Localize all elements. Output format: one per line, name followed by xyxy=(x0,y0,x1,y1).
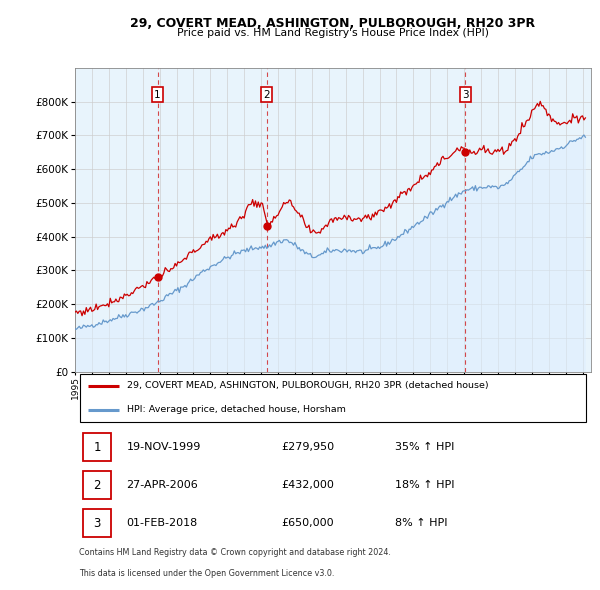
FancyBboxPatch shape xyxy=(83,509,111,537)
Text: 2: 2 xyxy=(263,90,270,100)
Text: This data is licensed under the Open Government Licence v3.0.: This data is licensed under the Open Gov… xyxy=(79,569,335,578)
Text: 01-FEB-2018: 01-FEB-2018 xyxy=(127,518,198,528)
FancyBboxPatch shape xyxy=(83,433,111,461)
Text: 8% ↑ HPI: 8% ↑ HPI xyxy=(395,518,448,528)
Text: 29, COVERT MEAD, ASHINGTON, PULBOROUGH, RH20 3PR: 29, COVERT MEAD, ASHINGTON, PULBOROUGH, … xyxy=(130,17,536,30)
Text: 27-APR-2006: 27-APR-2006 xyxy=(127,480,199,490)
FancyBboxPatch shape xyxy=(80,373,586,422)
Text: HPI: Average price, detached house, Horsham: HPI: Average price, detached house, Hors… xyxy=(127,405,346,414)
Text: Price paid vs. HM Land Registry's House Price Index (HPI): Price paid vs. HM Land Registry's House … xyxy=(177,28,489,38)
Text: £650,000: £650,000 xyxy=(281,518,334,528)
Text: 35% ↑ HPI: 35% ↑ HPI xyxy=(395,442,454,452)
Text: 19-NOV-1999: 19-NOV-1999 xyxy=(127,442,201,452)
FancyBboxPatch shape xyxy=(83,471,111,499)
Text: 2: 2 xyxy=(93,478,101,491)
Text: Contains HM Land Registry data © Crown copyright and database right 2024.: Contains HM Land Registry data © Crown c… xyxy=(79,548,391,556)
Text: 1: 1 xyxy=(154,90,161,100)
Text: 1: 1 xyxy=(93,441,101,454)
Text: 3: 3 xyxy=(462,90,469,100)
Text: £279,950: £279,950 xyxy=(281,442,335,452)
Text: £432,000: £432,000 xyxy=(281,480,334,490)
Text: 29, COVERT MEAD, ASHINGTON, PULBOROUGH, RH20 3PR (detached house): 29, COVERT MEAD, ASHINGTON, PULBOROUGH, … xyxy=(127,381,488,390)
Text: 3: 3 xyxy=(93,517,101,530)
Text: 18% ↑ HPI: 18% ↑ HPI xyxy=(395,480,454,490)
